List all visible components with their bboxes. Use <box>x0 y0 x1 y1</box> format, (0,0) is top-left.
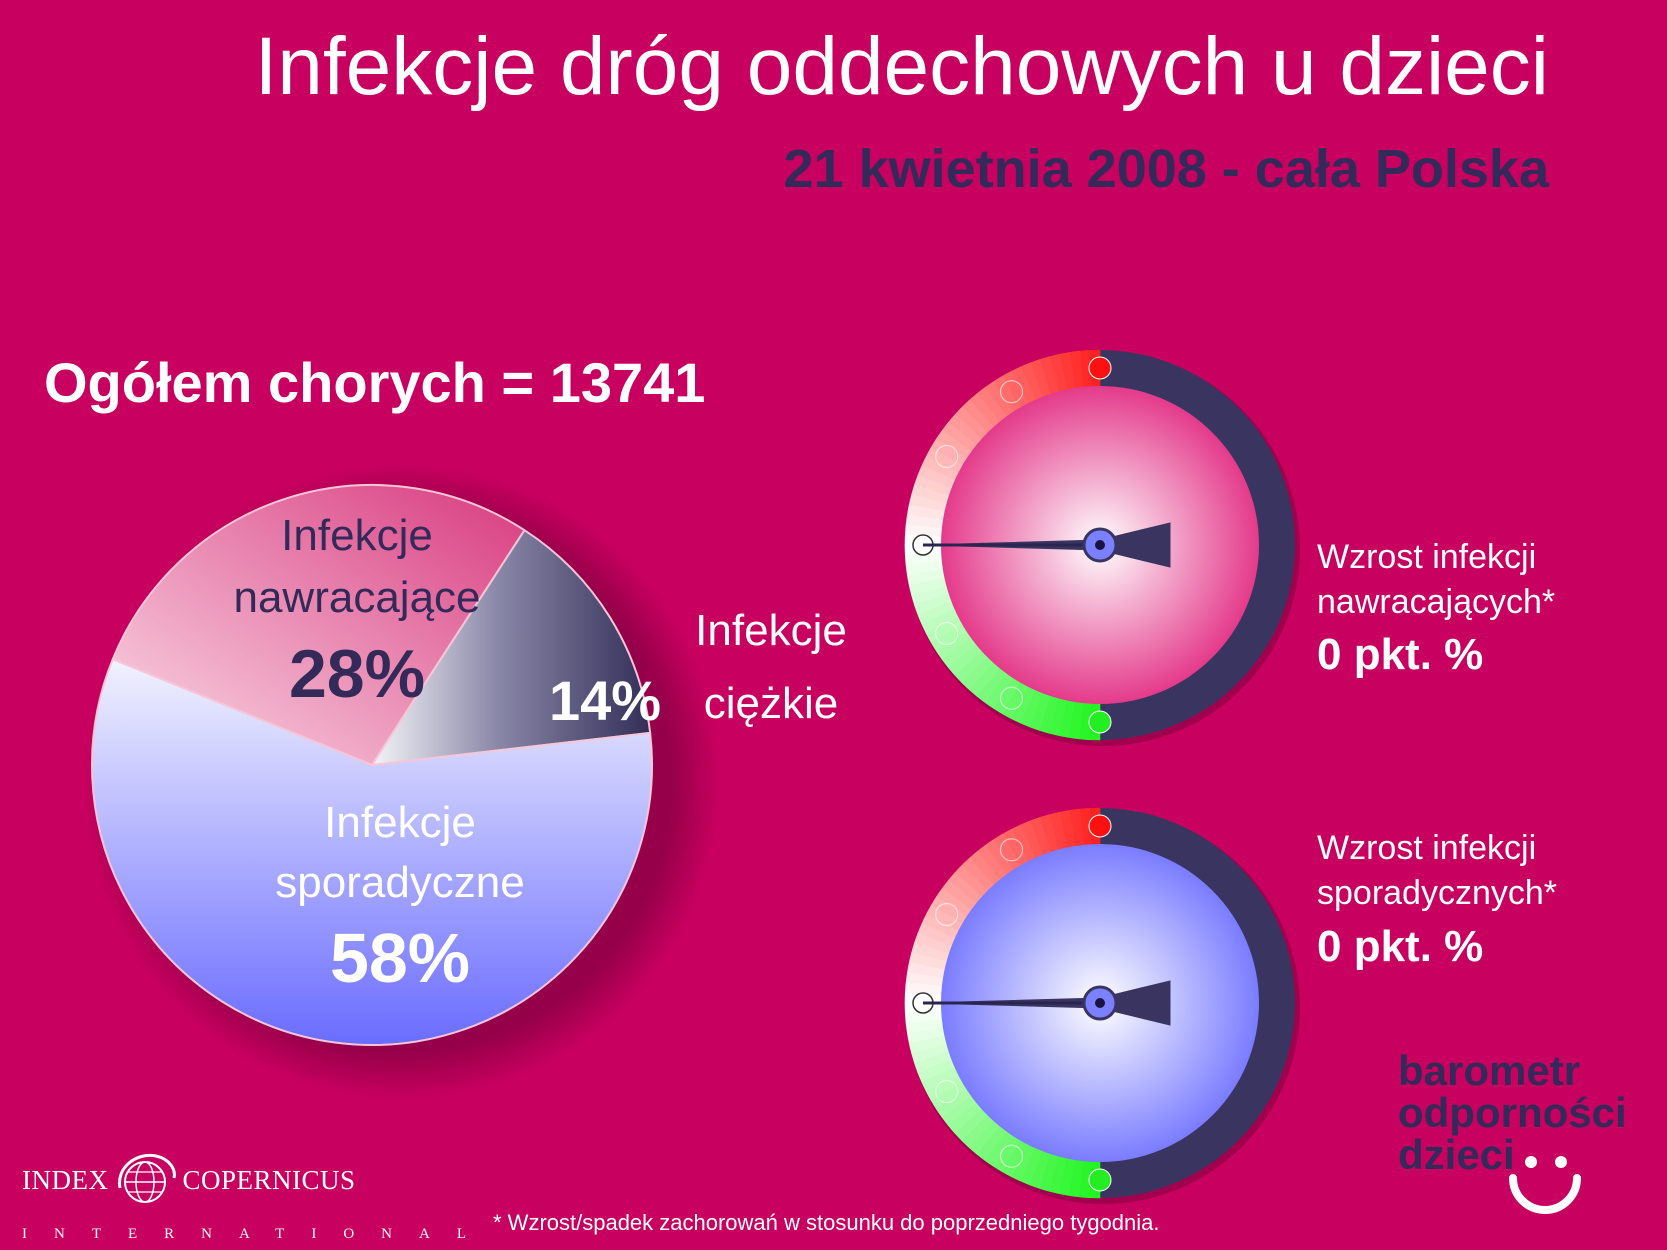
brand-line-3: dzieci <box>1398 1131 1515 1178</box>
slice-value-recurrent: 28% <box>289 636 425 712</box>
pie-slice-severe <box>370 528 652 767</box>
slice-label-recurrent-line2: nawracające <box>233 573 480 622</box>
gauge-tick-dot <box>1088 1168 1112 1192</box>
slice-label-sporadic-line2: sporadyczne <box>275 858 524 907</box>
slice-label-severe-line1: Infekcje <box>695 606 847 655</box>
slice-value-severe: 14% <box>549 669 661 732</box>
gauge-tick-dot <box>1088 356 1112 380</box>
gauge-recurrent-label: Wzrost infekcji nawracających* <box>1317 535 1555 625</box>
gauge-tick-dot <box>935 621 959 646</box>
index-copernicus-logo: INDEX COPERNICUS INTERNATIONAL <box>22 1150 493 1243</box>
slice-label-severe-line2: ciężkie <box>704 679 839 728</box>
gauge-sporadic-value: 0 pkt. % <box>1317 922 1484 971</box>
gauge-sporadic-label: Wzrost infekcji sporadycznych* <box>1317 826 1557 916</box>
slice-value-sporadic: 58% <box>330 919 470 997</box>
gauge-recurrent-label-line2: nawracających* <box>1317 583 1556 621</box>
gauge-tick-dot <box>935 444 959 469</box>
gauge-hub-center <box>1095 998 1105 1008</box>
gauge-tick-dot <box>935 1079 959 1104</box>
gauge-tick-dot <box>999 380 1024 404</box>
gauge-tick-dot <box>999 1144 1024 1168</box>
gauge-needle <box>922 522 1171 568</box>
pie-labels: Infekcje nawracające 28% Infekcje ciężki… <box>233 511 846 997</box>
gauge-tick-dot <box>935 902 959 927</box>
slice-label-recurrent-line1: Infekcje <box>281 511 433 560</box>
pie-slice-sporadic <box>91 657 653 1046</box>
gauge-sporadic-label-line1: Wzrost infekcji <box>1317 829 1537 867</box>
total-patients: Ogółem chorych = 13741 <box>44 351 706 414</box>
page-title: Infekcje dróg oddechowych u dzieci <box>254 21 1549 112</box>
brand-line-2: odporności <box>1398 1089 1627 1136</box>
logo-copernicus-text: COPERNICUS <box>182 1164 356 1195</box>
globe-icon <box>118 1153 177 1203</box>
page-subtitle: 21 kwietnia 2008 - cała Polska <box>783 139 1549 199</box>
gauge-sporadic-label-line2: sporadycznych* <box>1317 874 1558 912</box>
pie-slice-recurrent <box>111 484 526 767</box>
logo-international-text: INTERNATIONAL <box>22 1226 493 1242</box>
gauge-tick-dot <box>1088 710 1112 734</box>
brand-line-1: barometr <box>1398 1047 1581 1094</box>
gauge-tick-dot <box>999 838 1024 862</box>
gauge-recurrent-label-line1: Wzrost infekcji <box>1317 538 1537 576</box>
gauge-needle <box>922 980 1171 1026</box>
gauge-hub-center <box>1095 540 1105 550</box>
smiley-icon <box>1509 1156 1581 1214</box>
gauge-recurrent <box>904 349 1300 746</box>
pie-slices <box>91 484 653 1046</box>
slice-label-sporadic-line1: Infekcje <box>324 798 476 847</box>
footnote: * Wzrost/spadek zachorowań w stosunku do… <box>493 1210 1160 1235</box>
barometer-brand: barometr odporności dzieci <box>1398 1050 1627 1176</box>
gauge-sporadic <box>904 807 1300 1204</box>
pie-chart: Infekcje nawracające 28% Infekcje ciężki… <box>84 464 847 1100</box>
logo-index-text: INDEX <box>22 1164 109 1195</box>
gauge-tick-dot <box>999 686 1024 710</box>
gauge-recurrent-value: 0 pkt. % <box>1317 630 1484 679</box>
gauge-tick-dot <box>1088 814 1112 838</box>
